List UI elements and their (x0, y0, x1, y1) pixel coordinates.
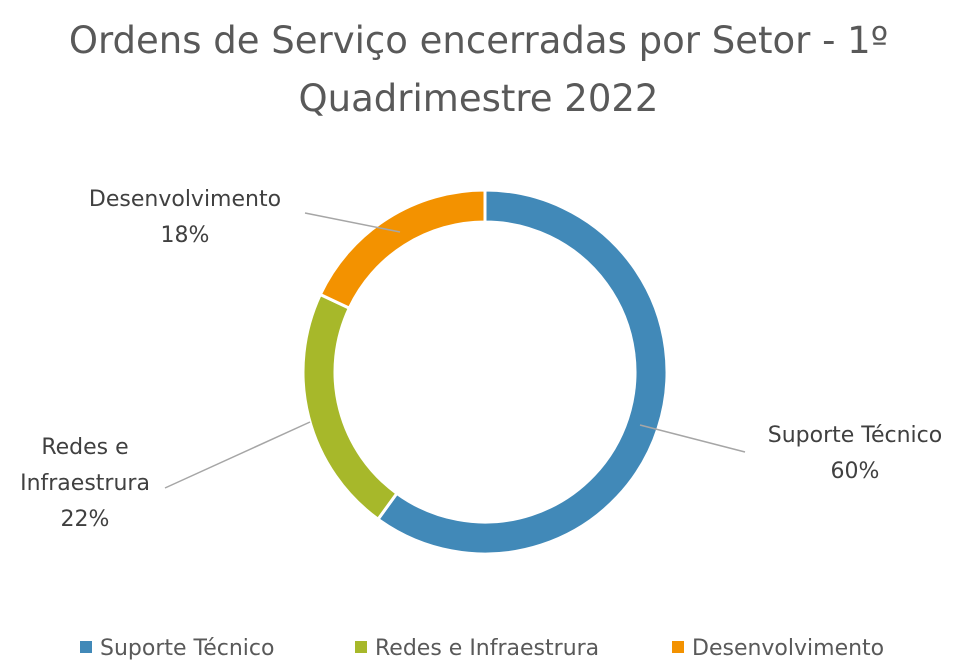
leader-line (304, 212, 401, 233)
chart-title: Ordens de Serviço encerradas por Setor -… (68, 19, 889, 120)
donut-slice (301, 292, 399, 522)
label-value: 18% (160, 223, 210, 248)
donut-slice (318, 188, 487, 311)
legend-swatch (80, 641, 92, 653)
data-label: Suporte Técnico 60% (735, 418, 957, 490)
label-value: 22% (60, 507, 110, 532)
label-category: Redes e Infraestrura (20, 435, 150, 496)
label-value: 60% (830, 459, 880, 484)
data-label: Redes e Infraestrura 22% (0, 430, 170, 538)
legend-label: Redes e Infraestrura (375, 636, 600, 661)
label-category: Desenvolvimento (88, 187, 282, 212)
legend-item: Suporte Técnico (80, 636, 274, 661)
data-label: Desenvolvimento 18% (60, 182, 310, 254)
label-category: Suporte Técnico (767, 423, 943, 448)
leader-line (639, 424, 746, 453)
leader-line (164, 421, 311, 489)
legend-item: Desenvolvimento (672, 636, 884, 661)
legend-swatch (355, 641, 367, 653)
legend-label: Desenvolvimento (692, 636, 885, 661)
legend-item: Redes e Infraestrura (355, 636, 599, 661)
legend-label: Suporte Técnico (100, 636, 275, 661)
donut-slice (375, 188, 669, 556)
legend-swatch (672, 641, 684, 653)
